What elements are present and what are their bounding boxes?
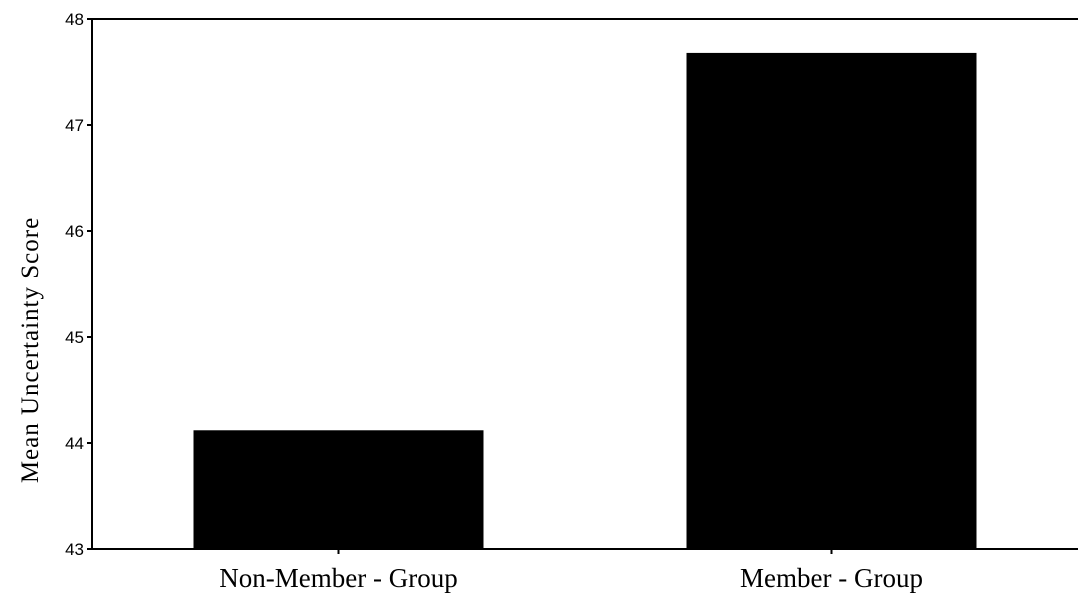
y-tick-label: 45 [65,328,84,347]
y-axis-ticks: 43 44 45 46 47 48 [65,10,92,559]
x-tick-label: Member - Group [740,563,923,593]
y-tick-label: 48 [65,10,84,29]
x-axis-ticks: Non-Member - Group Member - Group [219,549,923,593]
y-tick-label: 46 [65,222,84,241]
bar-2 [686,52,977,550]
x-tick-label: Non-Member - Group [219,563,457,593]
y-tick-label: 47 [65,116,84,135]
y-tick-label: 43 [65,540,84,559]
bars-group [193,52,977,550]
bar-1 [193,430,484,549]
y-tick-label: 44 [65,434,84,453]
y-axis-title: Mean Uncertainty Score [17,217,44,483]
